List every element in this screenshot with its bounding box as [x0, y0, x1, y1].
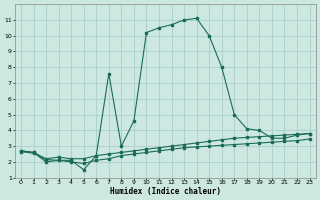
- X-axis label: Humidex (Indice chaleur): Humidex (Indice chaleur): [110, 187, 221, 196]
